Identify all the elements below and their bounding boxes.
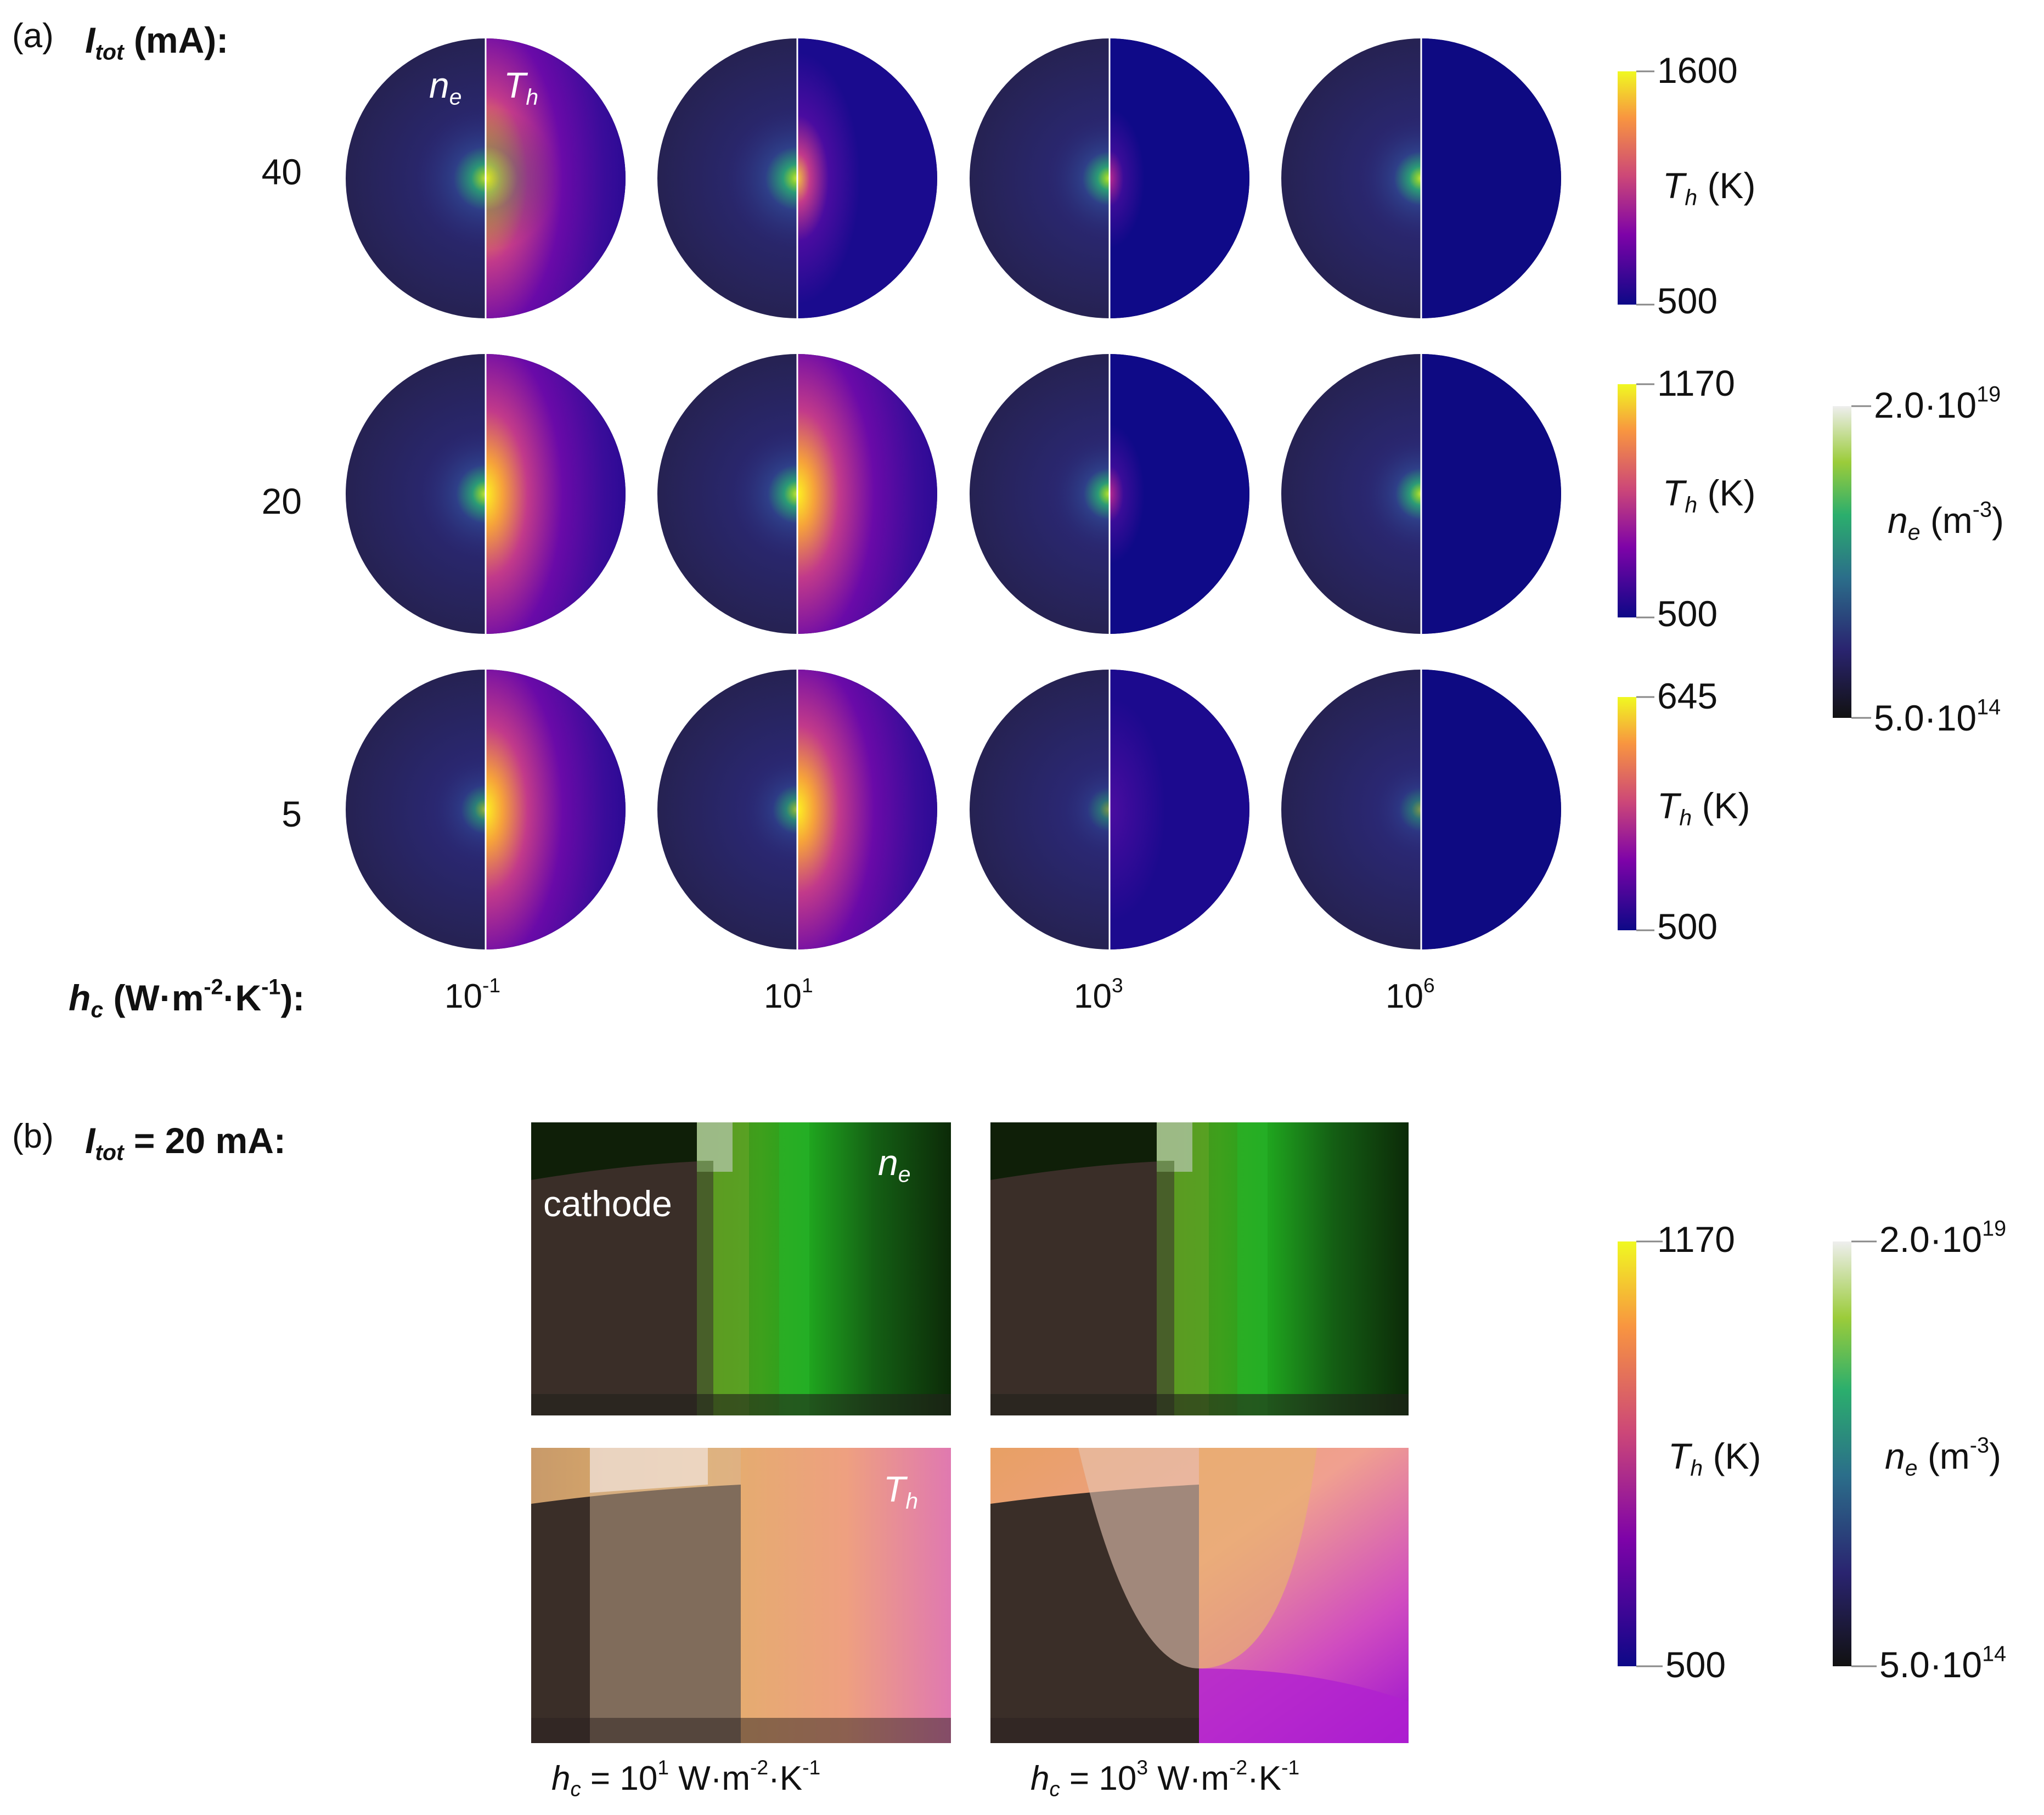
ne-cbar-b-min: 5.0·1014 xyxy=(1879,1642,2007,1685)
hc-value-4: 106 xyxy=(1386,974,1435,1015)
b-caption-1: hc = 101 W·m-2·K-1 xyxy=(551,1756,821,1801)
inset-th-label: Th xyxy=(504,65,539,110)
ne-cbar-b-title: ne (m-3) xyxy=(1885,1433,2001,1481)
ne-cbar-a-title: ne (m-3) xyxy=(1888,497,2004,545)
hc-value-2: 101 xyxy=(764,974,813,1015)
th-cbar-40-max: 1600 xyxy=(1657,50,1738,91)
th-cbar-20-max: 1170 xyxy=(1657,363,1735,403)
th-cbar-40-title: Th (K) xyxy=(1663,165,1756,210)
b-th-hc1 xyxy=(531,1448,951,1743)
disk-r1-c4 xyxy=(1281,38,1561,318)
cathode-label: cathode xyxy=(543,1183,672,1224)
disk-r3-c4 xyxy=(1281,670,1561,949)
disk-r2-c3 xyxy=(970,354,1249,634)
th-cbar-20-title: Th (K) xyxy=(1663,473,1756,518)
th-cbar-5-min: 500 xyxy=(1657,906,1718,947)
disk-r2-c2 xyxy=(657,354,937,634)
th-cbar-b-max: 1170 xyxy=(1657,1219,1735,1260)
th-cbar-5-title: Th (K) xyxy=(1657,785,1750,830)
panel-b-letter: (b) xyxy=(12,1117,54,1155)
hc-value-1: 10-1 xyxy=(444,974,501,1015)
b-ne-hc3 xyxy=(990,1122,1409,1415)
hc-axis-label: hc (W·m-2·K-1): xyxy=(69,975,305,1022)
ne-colorbar-a xyxy=(1833,405,1871,719)
row-label-40: 40 xyxy=(261,151,302,192)
itot-header-b: Itot = 20 mA: xyxy=(85,1120,286,1165)
row-label-20: 20 xyxy=(261,481,302,521)
disk-r1-c2 xyxy=(657,38,937,318)
disk-r2-c4 xyxy=(1281,354,1561,634)
b-ne-hc1 xyxy=(531,1122,951,1415)
th-colorbar-20 xyxy=(1618,383,1654,619)
th-colorbar-5 xyxy=(1618,696,1654,931)
th-colorbar-40 xyxy=(1618,70,1654,306)
ne-cbar-a-min: 5.0·1014 xyxy=(1874,695,2001,738)
disk-r3-c3 xyxy=(970,670,1249,949)
hc-value-3: 103 xyxy=(1074,974,1123,1015)
b-th-hc3 xyxy=(990,1448,1409,1743)
th-cbar-b-min: 500 xyxy=(1665,1644,1726,1685)
disk-grid xyxy=(346,38,1561,949)
th-colorbar-b xyxy=(1618,1240,1663,1667)
ne-cbar-a-max: 2.0·1019 xyxy=(1874,382,2001,425)
b-ne-label: ne xyxy=(878,1142,911,1187)
th-cbar-5-max: 645 xyxy=(1657,676,1718,716)
th-cbar-b-title: Th (K) xyxy=(1668,1436,1761,1481)
th-cbar-40-min: 500 xyxy=(1657,280,1718,321)
b-caption-2: hc = 103 W·m-2·K-1 xyxy=(1031,1756,1300,1801)
disk-r1-c3 xyxy=(970,38,1249,318)
panel-a-letter: (a) xyxy=(12,17,54,55)
disk-r3-c2 xyxy=(657,670,937,949)
th-cbar-20-min: 500 xyxy=(1657,593,1718,634)
disk-r2-c1 xyxy=(346,354,626,634)
row-label-5: 5 xyxy=(281,794,302,834)
inset-ne-label: ne xyxy=(429,65,462,110)
disk-r3-c1 xyxy=(346,670,626,949)
disk-r1-c1 xyxy=(346,38,626,318)
itot-header-a: Itot (mA): xyxy=(85,20,229,65)
ne-cbar-b-max: 2.0·1019 xyxy=(1879,1216,2007,1260)
ne-colorbar-b xyxy=(1833,1240,1877,1667)
b-th-label: Th xyxy=(883,1469,919,1514)
